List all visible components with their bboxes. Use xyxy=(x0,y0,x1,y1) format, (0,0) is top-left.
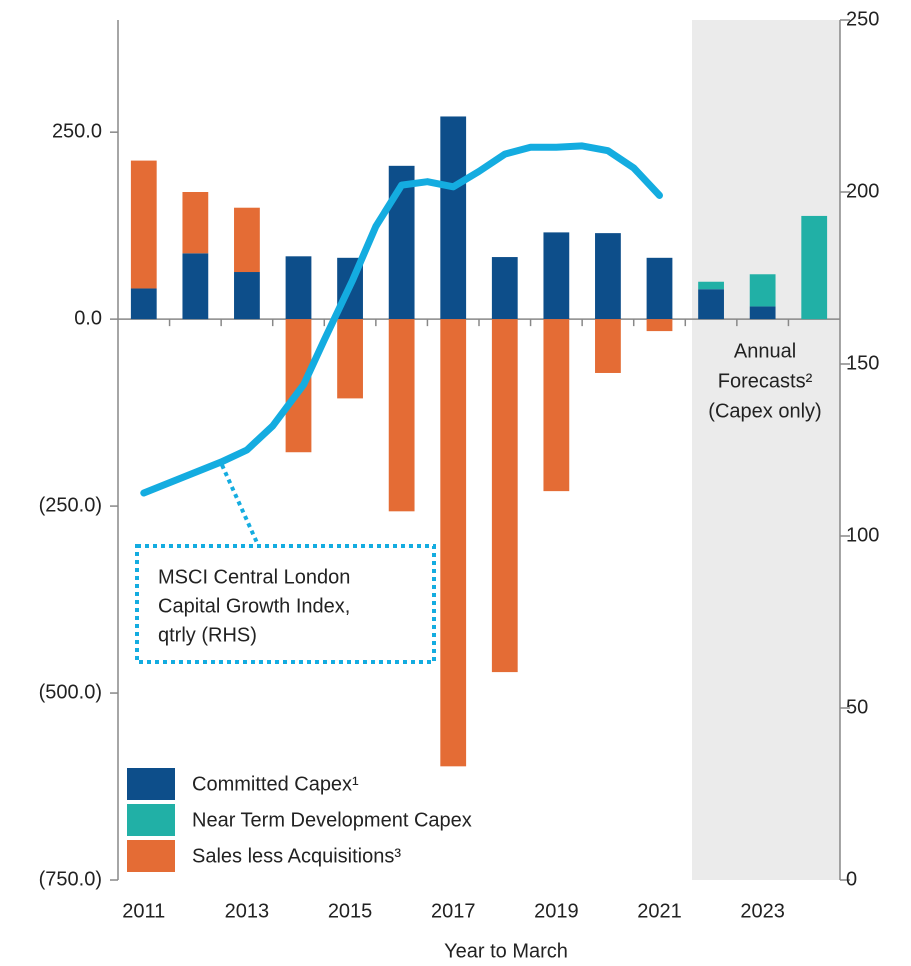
y-tick-label: (250.0) xyxy=(39,494,102,516)
bar xyxy=(595,319,621,373)
annotation: Annual xyxy=(734,340,796,362)
bar xyxy=(543,319,570,492)
legend-swatch xyxy=(127,768,175,800)
callout-connector xyxy=(220,464,260,546)
y2-tick-label: 0 xyxy=(846,868,857,890)
y2-tick-label: 200 xyxy=(846,180,879,202)
callout-text: Capital Growth Index, xyxy=(158,595,350,617)
x-tick-label: 2021 xyxy=(637,900,682,922)
x-tick-label: 2023 xyxy=(740,900,785,922)
bar xyxy=(646,257,673,320)
y2-tick-label: 250 xyxy=(846,8,879,30)
x-tick-label: 2019 xyxy=(534,900,579,922)
x-tick-label: 2011 xyxy=(122,900,165,922)
bar xyxy=(440,116,467,320)
x-tick-label: 2017 xyxy=(431,900,476,922)
legend-swatch xyxy=(127,804,175,836)
bar xyxy=(285,256,312,320)
forecast-shade xyxy=(692,20,840,880)
annotation: (Capex only) xyxy=(708,400,821,422)
line-series xyxy=(140,142,663,497)
bar xyxy=(388,319,415,512)
bar xyxy=(130,160,157,289)
bar xyxy=(749,274,776,307)
y2-tick-label: 50 xyxy=(846,696,868,718)
y2-tick-label: 150 xyxy=(846,352,879,374)
annotation: Forecasts² xyxy=(718,370,813,392)
bar xyxy=(543,232,570,320)
bar xyxy=(646,319,673,332)
bar xyxy=(337,319,363,399)
bar xyxy=(234,207,260,273)
bar xyxy=(234,272,260,320)
legend-label: Near Term Development Capex xyxy=(192,809,472,831)
bar xyxy=(130,288,157,320)
y2-tick-label: 100 xyxy=(846,524,879,546)
bar xyxy=(595,233,621,320)
legend-swatch xyxy=(127,840,175,872)
bar xyxy=(491,257,518,320)
y-tick-label: 250.0 xyxy=(52,120,102,142)
bar xyxy=(698,289,724,320)
callout-text: MSCI Central London xyxy=(158,566,350,588)
x-tick-label: 2013 xyxy=(225,900,270,922)
bar xyxy=(182,253,209,320)
legend-label: Committed Capex¹ xyxy=(192,773,359,795)
legend-label: Sales less Acquisitions³ xyxy=(192,845,401,867)
bar xyxy=(749,306,776,320)
callout-box xyxy=(135,544,436,664)
y-tick-label: (750.0) xyxy=(39,868,102,890)
y-tick-label: 0.0 xyxy=(74,307,102,329)
bar xyxy=(440,319,467,767)
x-tick-label: 2015 xyxy=(328,900,373,922)
y-tick-label: (500.0) xyxy=(39,681,102,703)
bar xyxy=(698,281,724,290)
callout-text: qtrly (RHS) xyxy=(158,624,257,646)
bar xyxy=(182,192,209,254)
bar xyxy=(491,319,518,673)
x-axis-label: Year to March xyxy=(444,940,568,962)
bar xyxy=(801,215,828,320)
